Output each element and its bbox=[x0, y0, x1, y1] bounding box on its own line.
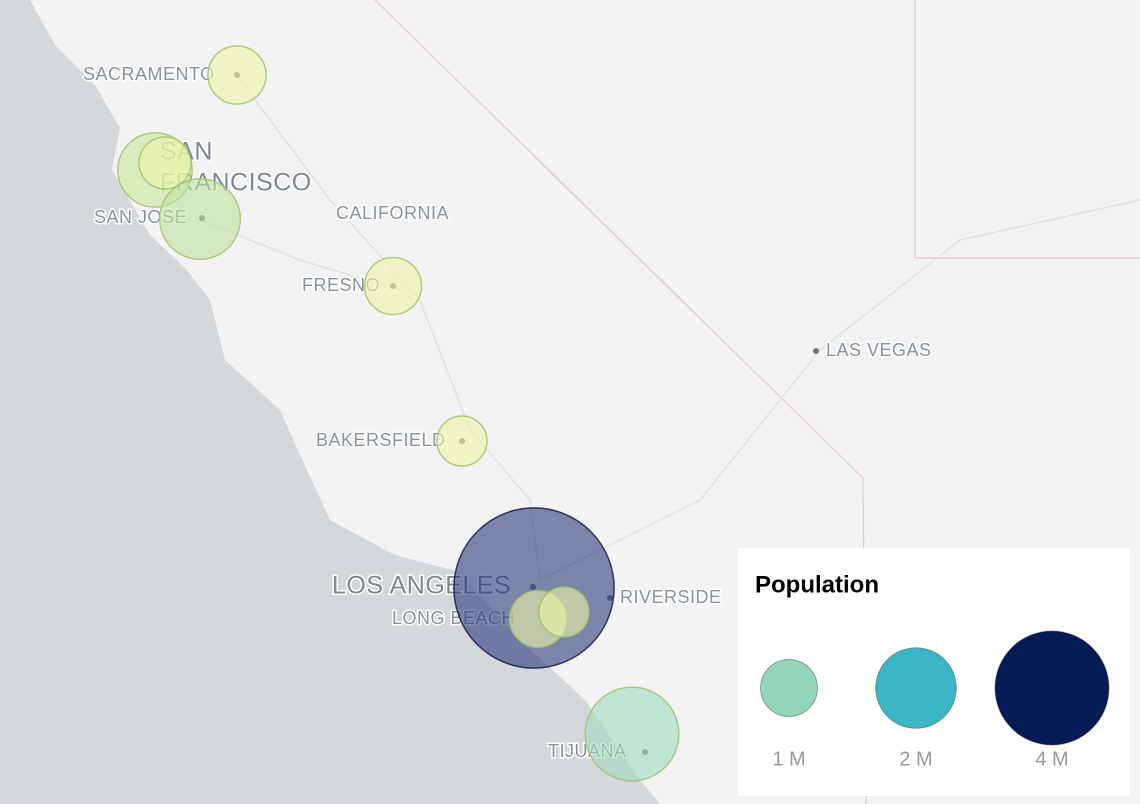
city-label: RIVERSIDE bbox=[620, 587, 722, 607]
city-label: FRESNO bbox=[302, 275, 380, 295]
legend-label: 4 M bbox=[1035, 748, 1068, 770]
population-bubble bbox=[207, 45, 267, 105]
city-label: CALIFORNIA bbox=[336, 203, 449, 223]
population-bubble bbox=[584, 686, 680, 782]
bubbles bbox=[117, 45, 680, 782]
city-dot bbox=[813, 348, 819, 354]
population-bubble bbox=[363, 256, 423, 316]
population-bubble bbox=[436, 415, 488, 467]
population-bubble bbox=[158, 177, 242, 261]
state-border bbox=[914, 0, 1140, 259]
population-bubble bbox=[138, 136, 192, 190]
legend-circle bbox=[875, 647, 957, 729]
city-label: LAS VEGAS bbox=[826, 340, 932, 360]
legend-label: 2 M bbox=[899, 748, 932, 770]
legend-circle bbox=[994, 630, 1110, 746]
legend-title: Population bbox=[755, 571, 879, 598]
legend: 1 M 2 M 4 M bbox=[760, 630, 1110, 770]
city-label: BAKERSFIELD bbox=[316, 430, 446, 450]
population-bubble bbox=[538, 586, 590, 638]
legend-label: 1 M bbox=[772, 748, 805, 770]
road bbox=[539, 199, 1140, 581]
city-label: SACRAMENTO bbox=[83, 64, 215, 84]
legend-circle bbox=[760, 659, 818, 717]
